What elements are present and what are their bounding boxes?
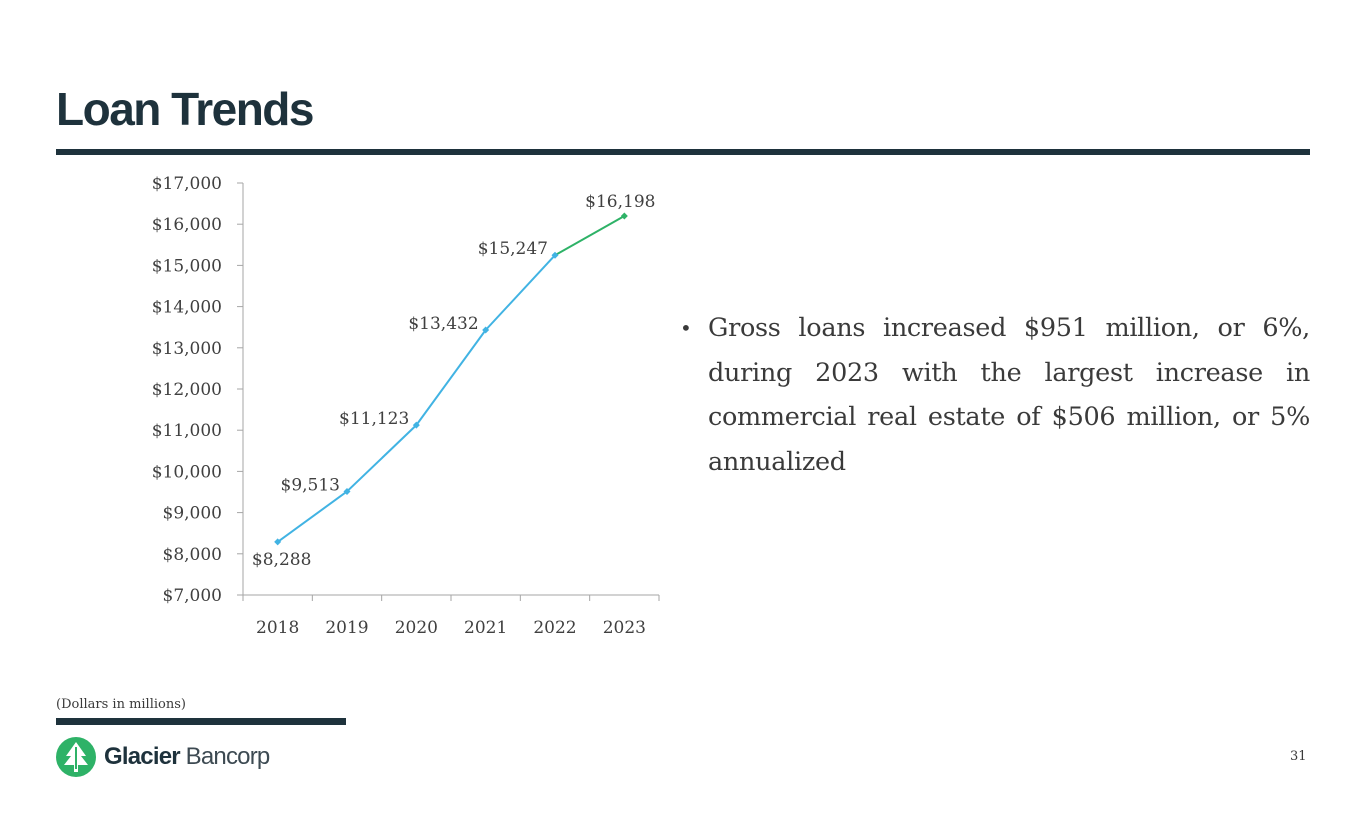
series-line-segment [277, 490, 348, 543]
y-tick-label: $10,000 [152, 462, 222, 482]
logo-wordmark: Glacier Bancorp [104, 743, 271, 771]
series-line-segment [346, 424, 418, 493]
x-tick-label: 2018 [256, 618, 299, 638]
logo-name-light: Bancorp [179, 743, 271, 770]
bullet-icon: • [680, 316, 692, 340]
y-tick-label: $16,000 [152, 215, 222, 235]
x-tick-label: 2019 [325, 618, 368, 638]
page-title: Loan Trends [56, 83, 314, 135]
series-line-segment [484, 254, 556, 331]
data-label: $15,247 [478, 239, 548, 259]
y-tick-label: $13,000 [152, 339, 222, 359]
data-label: $8,288 [252, 550, 311, 570]
page-number: 31 [1290, 749, 1307, 764]
footnote: (Dollars in millions) [56, 697, 186, 712]
data-label: $16,198 [585, 192, 655, 212]
series-line-segment [554, 215, 625, 257]
loan-trends-chart: $7,000 $8,000 $9,000 $10,000 $11,000 $12,000 $… [152, 174, 660, 638]
company-logo: Glacier Bancorp [55, 736, 271, 778]
footnote-divider [56, 718, 346, 725]
x-tick-label: 2020 [395, 618, 438, 638]
y-tick-label: $15,000 [152, 256, 222, 276]
series-line-segment [415, 329, 487, 426]
data-label: $13,432 [408, 314, 478, 334]
x-tick-label: 2021 [464, 618, 507, 638]
data-point [620, 212, 628, 220]
y-tick-label: $7,000 [163, 586, 222, 606]
y-tick-label: $9,000 [163, 504, 222, 524]
y-tick-label: $12,000 [152, 380, 222, 400]
data-label: $11,123 [339, 409, 409, 429]
x-tick-label: 2022 [533, 618, 576, 638]
x-tick-label: 2023 [603, 618, 646, 638]
logo-name-bold: Glacier [104, 743, 181, 770]
bullet-point: • Gross loans increased $951 million, or… [680, 306, 1310, 484]
y-tick-label: $14,000 [152, 298, 222, 318]
bullet-text: Gross loans increased $951 million, or 6… [708, 313, 1310, 477]
y-tick-label: $11,000 [152, 421, 222, 441]
data-point [482, 326, 490, 334]
y-tick-label: $8,000 [163, 545, 222, 565]
data-point [274, 538, 282, 546]
data-point [412, 421, 420, 429]
data-label: $9,513 [281, 475, 340, 495]
data-point [343, 487, 351, 495]
tree-icon [56, 737, 96, 777]
y-tick-label: $17,000 [152, 174, 222, 194]
data-point [551, 251, 559, 259]
title-divider [56, 149, 1310, 155]
